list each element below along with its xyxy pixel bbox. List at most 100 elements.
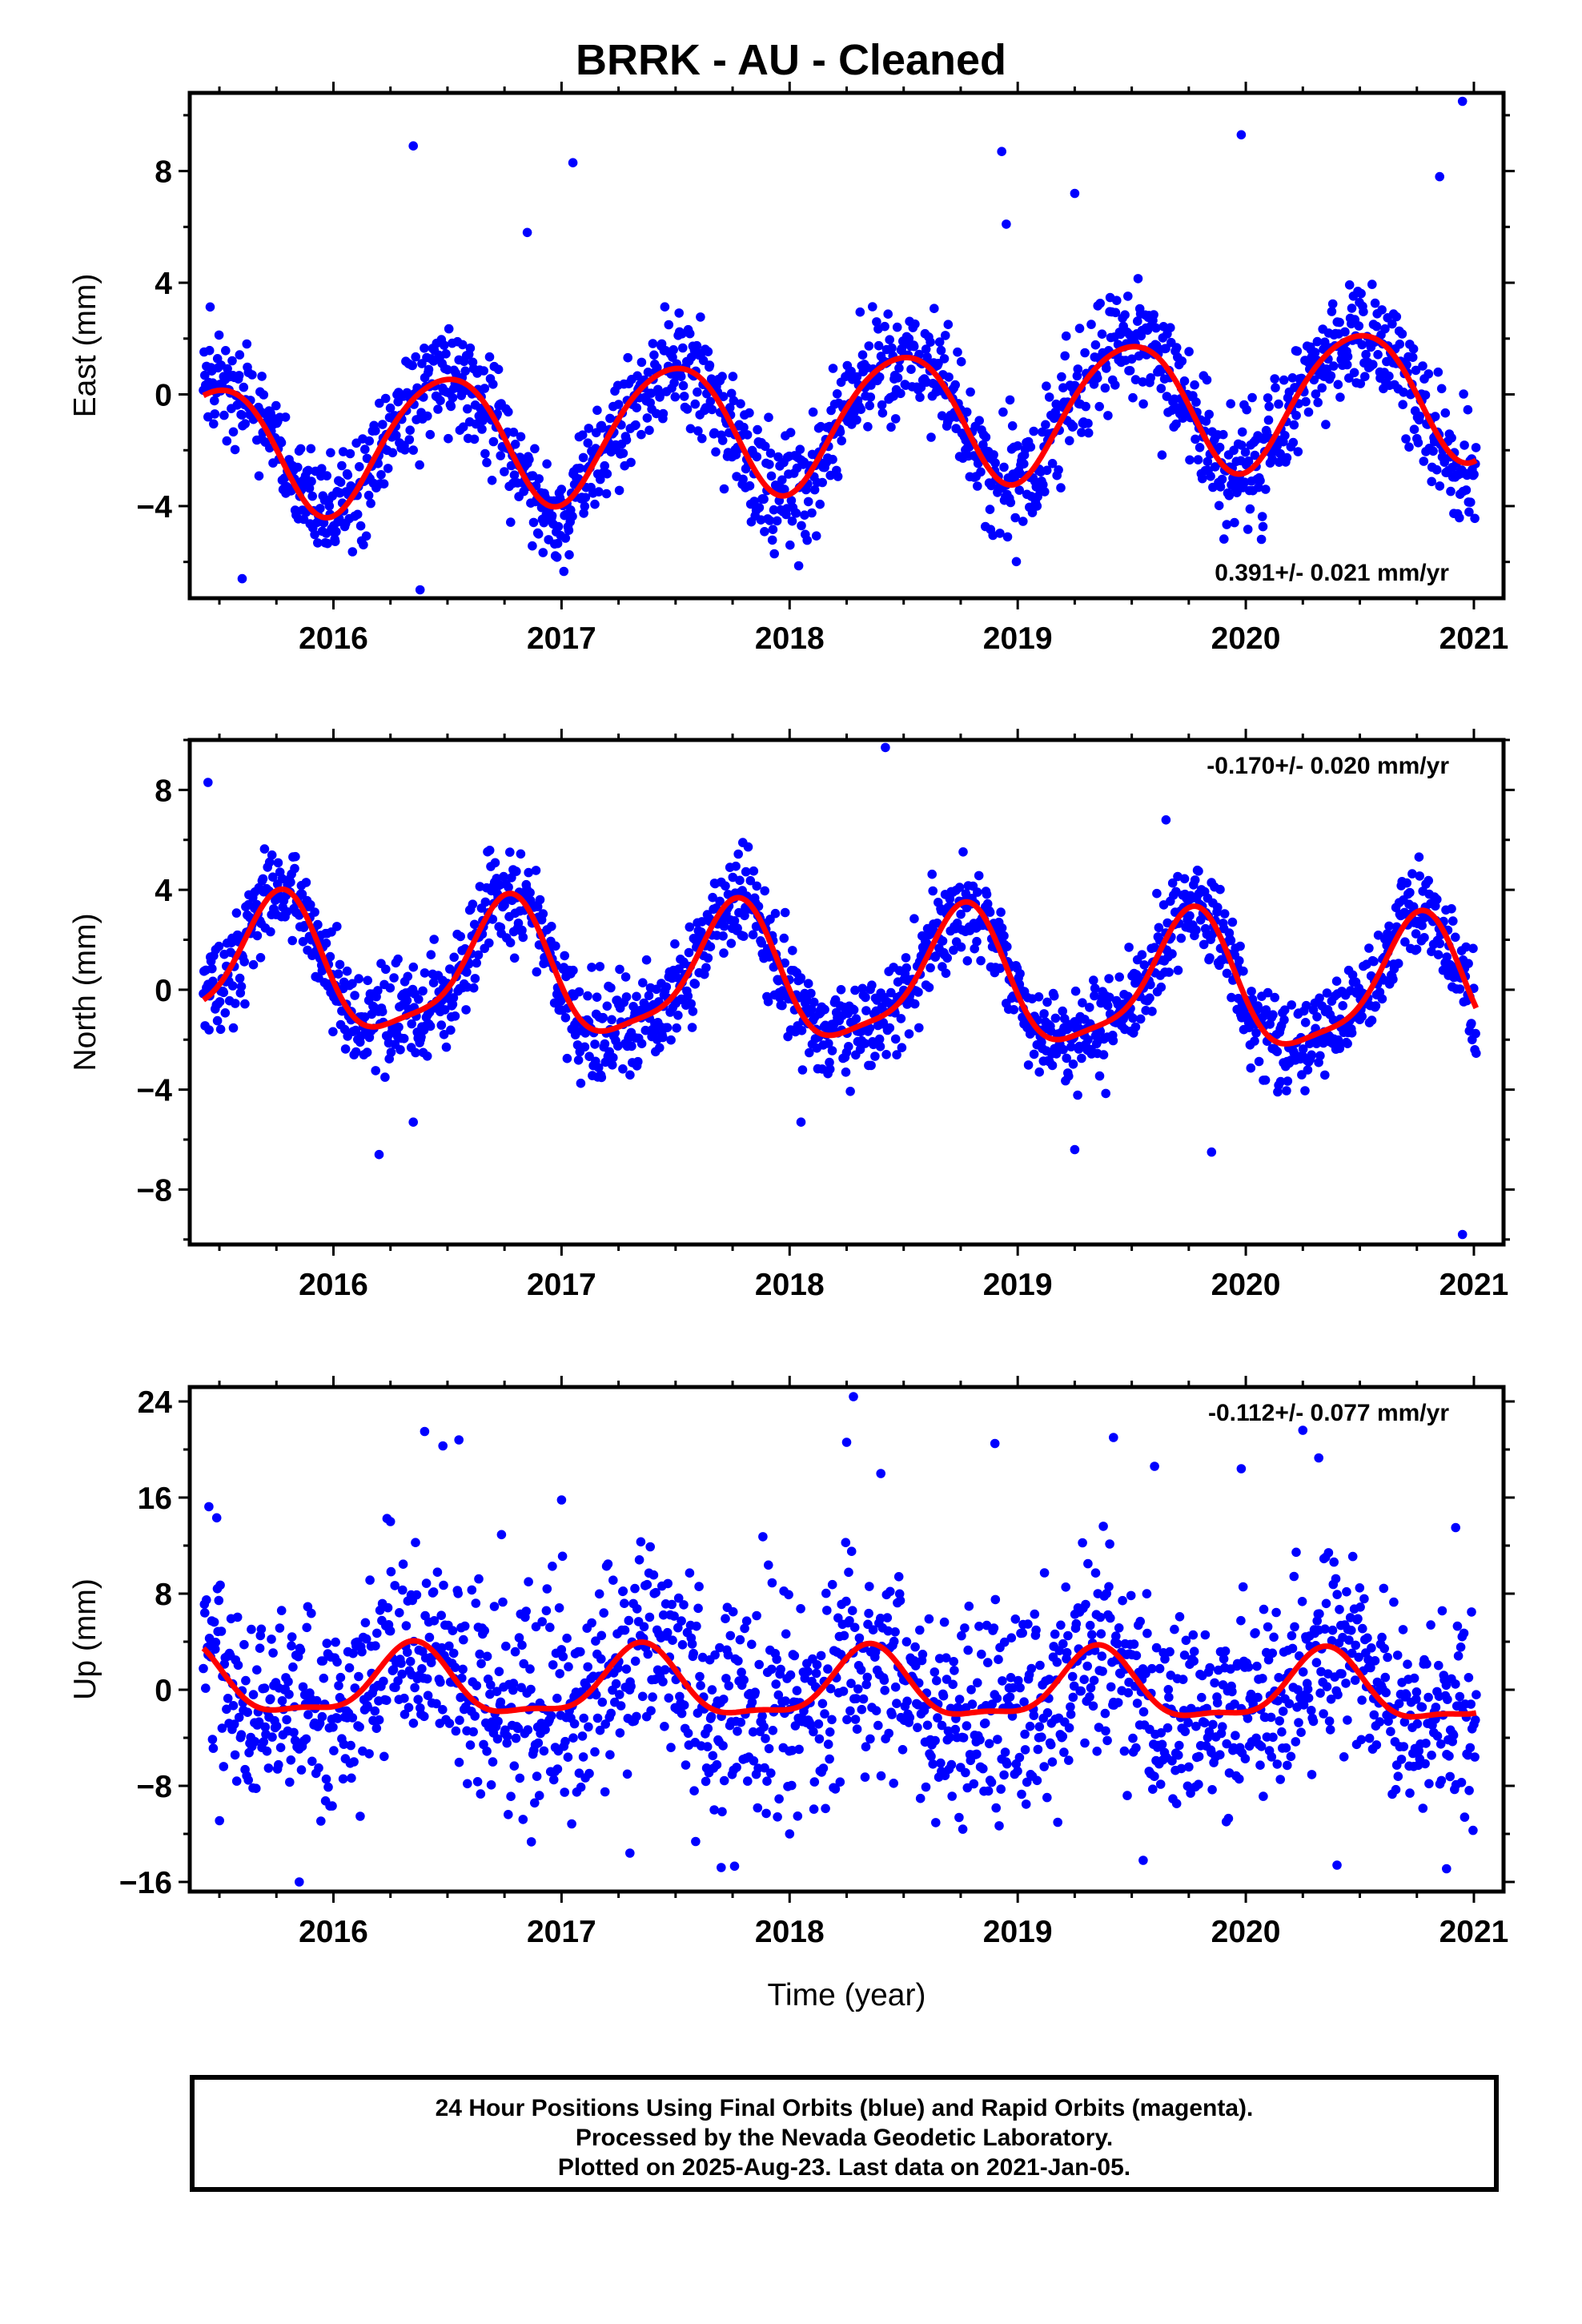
data-point	[748, 1727, 758, 1737]
data-point	[599, 1608, 608, 1618]
data-point	[363, 975, 373, 986]
data-point	[963, 1645, 973, 1655]
data-point	[984, 1739, 994, 1749]
data-point	[302, 1622, 312, 1633]
data-point	[1151, 1642, 1162, 1653]
data-point	[436, 1677, 445, 1687]
data-point	[393, 1676, 403, 1686]
data-point	[508, 428, 519, 437]
data-point	[319, 1673, 329, 1683]
data-point	[513, 919, 524, 928]
data-point	[532, 902, 543, 911]
data-point	[703, 953, 713, 963]
data-point	[852, 372, 862, 382]
data-point	[1315, 993, 1324, 1003]
data-point	[573, 1055, 584, 1065]
data-point	[1315, 1688, 1325, 1698]
data-point	[1274, 1673, 1283, 1683]
data-point	[1470, 513, 1480, 524]
data-point	[1087, 1630, 1097, 1639]
data-point	[1250, 1036, 1259, 1046]
data-point	[340, 1044, 351, 1054]
data-point	[841, 1538, 851, 1547]
data-point	[555, 1669, 564, 1679]
data-point	[584, 1051, 594, 1061]
data-point	[548, 1660, 558, 1670]
data-point	[200, 370, 210, 380]
data-point	[557, 1551, 568, 1562]
data-point	[1461, 942, 1471, 952]
data-point	[1097, 329, 1107, 340]
data-point	[648, 1692, 657, 1702]
data-point	[1173, 965, 1183, 975]
data-point	[449, 952, 459, 963]
data-point	[1131, 1651, 1142, 1661]
data-point	[471, 1598, 481, 1608]
data-point	[506, 1791, 516, 1801]
data-point	[924, 983, 934, 992]
data-point	[789, 1651, 800, 1661]
data-point	[524, 454, 534, 464]
data-point	[639, 1622, 649, 1632]
data-point	[868, 1625, 878, 1634]
data-point	[1355, 379, 1366, 388]
data-point	[1251, 1028, 1261, 1038]
data-point	[745, 875, 756, 886]
data-point	[760, 886, 769, 896]
data-point	[825, 1683, 836, 1694]
data-point	[363, 490, 374, 501]
data-point	[1014, 485, 1024, 495]
data-point	[322, 1638, 332, 1648]
data-point	[1354, 321, 1364, 331]
data-point	[1150, 943, 1159, 952]
data-point	[408, 1719, 419, 1728]
data-point	[1259, 1604, 1269, 1614]
data-point	[1112, 296, 1122, 306]
data-point	[219, 410, 229, 420]
data-point	[823, 1664, 833, 1674]
data-point	[752, 452, 762, 462]
data-point	[354, 974, 363, 983]
data-point	[779, 933, 789, 943]
data-point	[1046, 1739, 1056, 1750]
data-point	[584, 1722, 593, 1732]
data-point	[1326, 1695, 1336, 1704]
y-tick-label: 8	[155, 155, 172, 190]
data-point	[976, 955, 986, 966]
data-point	[460, 1621, 470, 1631]
data-point	[360, 444, 370, 454]
data-point	[1073, 364, 1083, 374]
data-point	[1417, 920, 1427, 931]
data-point	[567, 1819, 576, 1829]
data-point	[396, 1659, 406, 1668]
data-point	[540, 1725, 550, 1735]
outlier-point	[1161, 815, 1171, 825]
data-point	[957, 1630, 966, 1641]
data-point	[231, 999, 240, 1008]
data-point	[736, 399, 745, 409]
data-point	[1471, 1028, 1480, 1039]
data-point	[1104, 1582, 1114, 1592]
data-point	[678, 380, 689, 391]
data-point	[323, 538, 332, 549]
data-point	[1199, 1718, 1210, 1728]
model-fit-line	[202, 886, 1480, 1047]
data-point	[615, 1690, 624, 1699]
y-tick-label: 8	[155, 774, 172, 808]
data-point	[1077, 428, 1086, 437]
data-point	[1191, 1721, 1201, 1731]
data-point	[890, 1627, 900, 1637]
data-point	[742, 430, 753, 440]
data-point	[596, 1072, 607, 1083]
data-point	[785, 1670, 796, 1680]
data-point	[1347, 1626, 1356, 1635]
data-point	[212, 1015, 223, 1026]
data-point	[994, 1655, 1003, 1664]
data-point	[298, 1682, 308, 1692]
data-point	[525, 887, 535, 898]
data-point	[837, 436, 846, 446]
data-point	[670, 939, 680, 949]
data-point	[749, 497, 759, 506]
data-point	[658, 408, 669, 419]
data-point	[578, 1752, 588, 1762]
